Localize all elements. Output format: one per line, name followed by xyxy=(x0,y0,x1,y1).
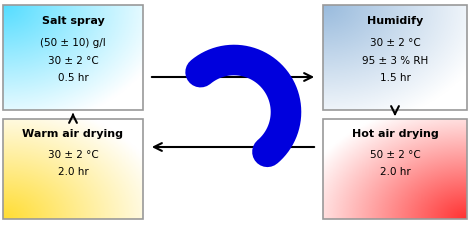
Text: 0.5 hr: 0.5 hr xyxy=(58,73,88,83)
Text: Hot air drying: Hot air drying xyxy=(352,128,439,138)
Text: 50 ± 2 °C: 50 ± 2 °C xyxy=(369,149,420,159)
Text: Salt spray: Salt spray xyxy=(42,16,104,26)
Text: 30 ± 2 °C: 30 ± 2 °C xyxy=(369,38,420,47)
Bar xyxy=(323,119,467,219)
Text: 30 ± 2 °C: 30 ± 2 °C xyxy=(47,149,98,159)
Bar xyxy=(3,119,143,219)
Text: Humidify: Humidify xyxy=(367,16,423,26)
Bar xyxy=(323,6,467,110)
Text: 30 ± 2 °C: 30 ± 2 °C xyxy=(47,55,98,65)
Text: 2.0 hr: 2.0 hr xyxy=(58,166,88,176)
Bar xyxy=(3,6,143,110)
Text: 95 ± 3 % RH: 95 ± 3 % RH xyxy=(362,55,428,65)
Text: (50 ± 10) g/l: (50 ± 10) g/l xyxy=(40,38,106,47)
Text: Warm air drying: Warm air drying xyxy=(23,128,124,138)
Text: 2.0 hr: 2.0 hr xyxy=(380,166,410,176)
Text: 1.5 hr: 1.5 hr xyxy=(380,73,410,83)
